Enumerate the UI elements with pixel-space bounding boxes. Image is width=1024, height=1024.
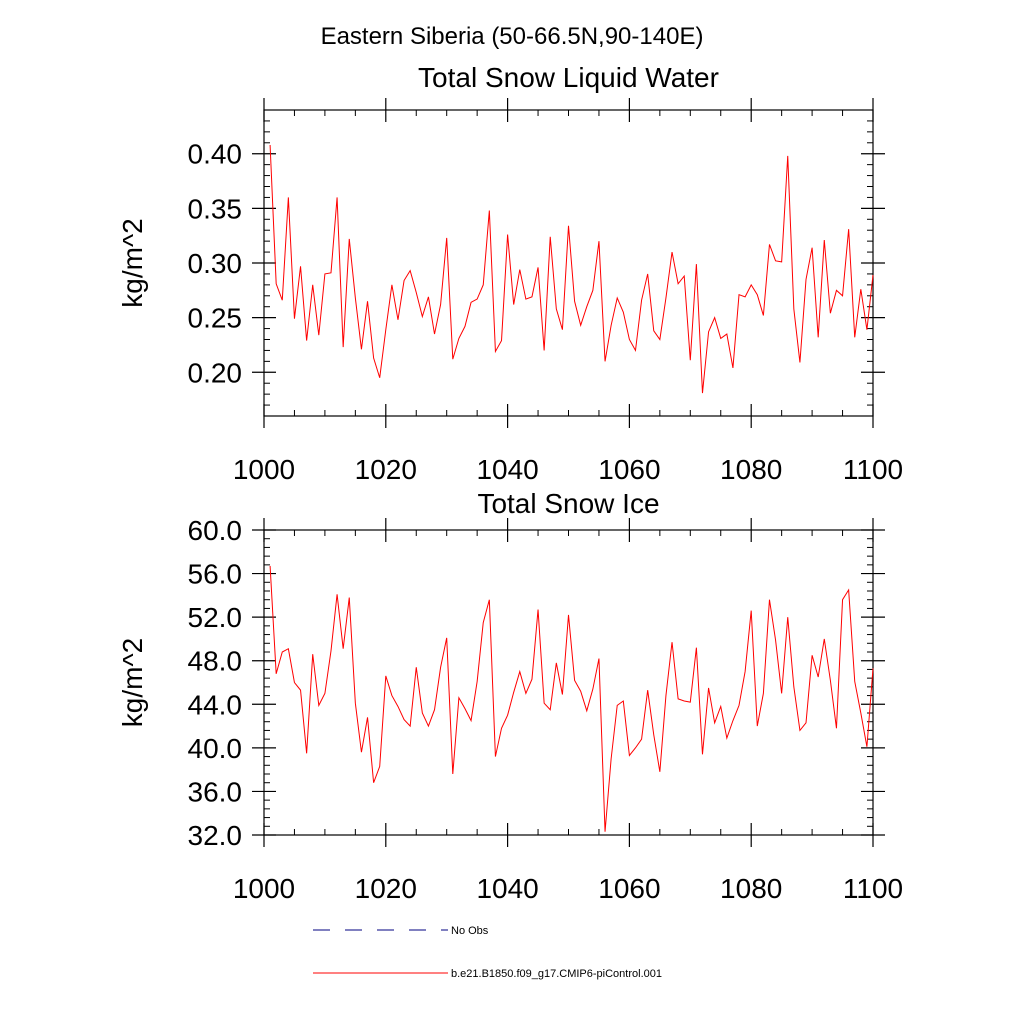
y-tick-label: 48.0: [188, 646, 243, 677]
y-tick-label: 36.0: [188, 776, 243, 807]
y-tick-label: 52.0: [188, 602, 243, 633]
y-axis-label: kg/m^2: [117, 218, 148, 307]
x-tick-label: 1020: [355, 873, 417, 904]
x-tick-label: 1040: [476, 454, 538, 485]
legend-label-model: b.e21.B1850.f09_g17.CMIP6-piControl.001: [451, 968, 662, 980]
x-tick-label: 1080: [720, 454, 782, 485]
y-axis-label: kg/m^2: [117, 638, 148, 727]
y-tick-label: 56.0: [188, 559, 243, 590]
x-tick-label: 1080: [720, 873, 782, 904]
series-line: [269, 565, 874, 832]
y-tick-label: 44.0: [188, 689, 243, 720]
chart-title: Total Snow Liquid Water: [418, 62, 719, 93]
y-tick-label: 40.0: [188, 733, 243, 764]
chart-title: Total Snow Ice: [477, 488, 659, 519]
panel-total-snow-liquid-water: Total Snow Liquid Water 1000 1020 1040 1060 1…: [117, 62, 903, 485]
legend: No Obs b.e21.B1850.f09_g17.CMIP6-piContr…: [313, 925, 662, 980]
plot-frame: [263, 109, 874, 417]
x-tick-label: 1100: [843, 873, 903, 904]
figure-title: Eastern Siberia (50-66.5N,90-140E): [321, 23, 704, 50]
legend-label-no-obs: No Obs: [451, 925, 489, 937]
x-tick-label: 1000: [233, 873, 295, 904]
x-tick-label: 1040: [476, 873, 538, 904]
plot-frame: [263, 529, 874, 836]
y-tick-label: 60.0: [188, 515, 243, 546]
y-tick-label: 0.40: [188, 139, 243, 170]
y-tick-label: 0.30: [188, 248, 243, 279]
x-tick-label: 1020: [355, 454, 417, 485]
panel-total-snow-ice: Total Snow Ice 1000 1020 1040 1060 1080 1100 32…: [117, 488, 903, 904]
y-tick-label: 0.20: [188, 357, 243, 388]
x-tick-label: 1100: [843, 454, 903, 485]
y-tick-label: 0.35: [188, 193, 243, 224]
y-tick-label: 0.25: [188, 303, 243, 334]
y-tick-label: 32.0: [188, 820, 243, 851]
x-tick-label: 1060: [598, 454, 660, 485]
x-tick-label: 1060: [598, 873, 660, 904]
x-tick-label: 1000: [233, 454, 295, 485]
series-line: [269, 144, 874, 394]
